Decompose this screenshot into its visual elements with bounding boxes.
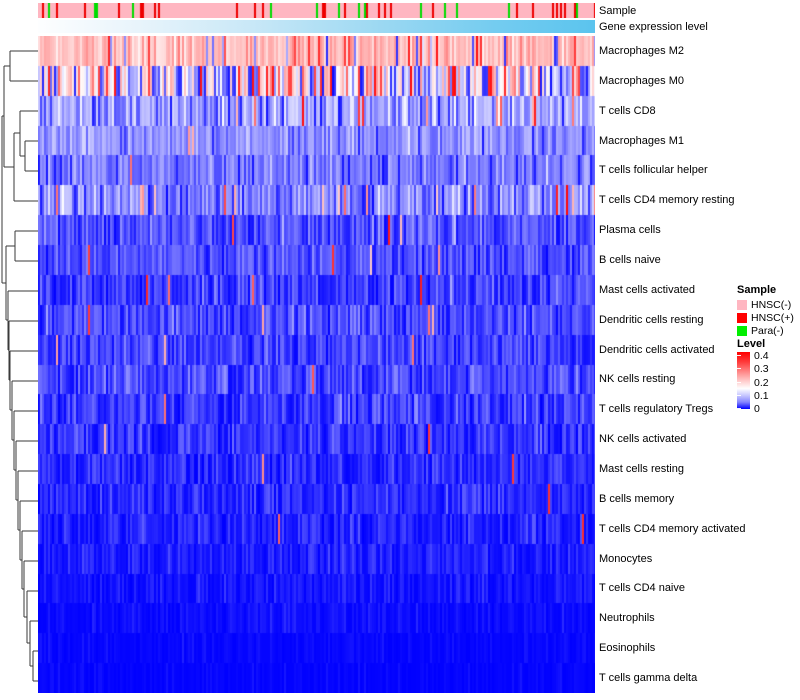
row-label: Macrophages M1 <box>599 134 684 147</box>
sample-legend-item: Para(-) <box>737 324 794 337</box>
row-label: T cells CD4 memory resting <box>599 194 735 207</box>
row-label: Dendritic cells resting <box>599 313 704 326</box>
legend-color-swatch <box>737 312 747 323</box>
gene-expression-track-label: Gene expression level <box>599 21 708 33</box>
legend-color-swatch <box>737 325 747 336</box>
row-label: T cells CD4 naive <box>599 582 685 595</box>
level-colorbar <box>737 352 750 409</box>
sample-legend-item: HNSC(+) <box>737 311 794 324</box>
level-colorbar-wrap: 0.4 0.3 0.2 0.1 0 <box>737 350 769 414</box>
level-tick-mark <box>737 368 741 369</box>
sample-legend-title: Sample <box>737 284 777 296</box>
legend-item-label: Para(-) <box>751 324 784 337</box>
row-label: B cells naive <box>599 253 661 266</box>
sample-annotation-track <box>38 3 595 18</box>
row-label: B cells memory <box>599 492 675 505</box>
row-label: T cells follicular helper <box>599 164 708 177</box>
level-tick-mark <box>737 408 741 409</box>
heatmap-canvas <box>38 36 595 693</box>
level-tick-label: 0.4 <box>754 349 769 362</box>
level-tick-mark <box>737 395 741 396</box>
row-label: Neutrophils <box>599 612 655 625</box>
row-label: T cells CD4 memory activated <box>599 522 746 535</box>
row-label: T cells regulatory Tregs <box>599 403 714 416</box>
sample-track-label: Sample <box>599 5 637 17</box>
level-legend-title: Level <box>737 338 766 350</box>
level-tick-mark <box>737 382 741 383</box>
level-tick-label: 0 <box>754 403 760 415</box>
sample-legend: Sample HNSC(-) HNSC(+) Para(-) <box>737 284 794 337</box>
row-label: Mast cells activated <box>599 283 695 296</box>
legend-item-label: HNSC(-) <box>751 298 792 311</box>
row-label: Dendritic cells activated <box>599 343 715 356</box>
legend-item-label: HNSC(+) <box>751 311 794 324</box>
row-label: Plasma cells <box>599 224 661 237</box>
row-label: Mast cells resting <box>599 463 684 476</box>
sample-legend-item: HNSC(-) <box>737 298 794 311</box>
row-label: Macrophages M2 <box>599 44 684 57</box>
level-tick-label: 0.3 <box>754 363 769 376</box>
level-tick-mark <box>737 355 741 356</box>
row-label: Eosinophils <box>599 642 656 655</box>
level-legend: Level 0.4 0.3 0.2 0.1 0 <box>737 338 769 414</box>
row-dendrogram <box>1 50 38 682</box>
sample-legend-items: HNSC(-) HNSC(+) Para(-) <box>737 298 794 337</box>
row-label: NK cells resting <box>599 373 676 386</box>
level-tick-label: 0.1 <box>754 390 769 403</box>
row-label: Macrophages M0 <box>599 74 684 87</box>
row-label: T cells CD8 <box>599 104 656 117</box>
gene-expression-gradient-track <box>38 20 595 33</box>
level-tick-label: 0.2 <box>754 376 769 389</box>
legend-color-swatch <box>737 299 747 310</box>
row-label: T cells gamma delta <box>599 672 698 685</box>
row-label: NK cells activated <box>599 433 687 446</box>
row-label: Monocytes <box>599 552 653 565</box>
